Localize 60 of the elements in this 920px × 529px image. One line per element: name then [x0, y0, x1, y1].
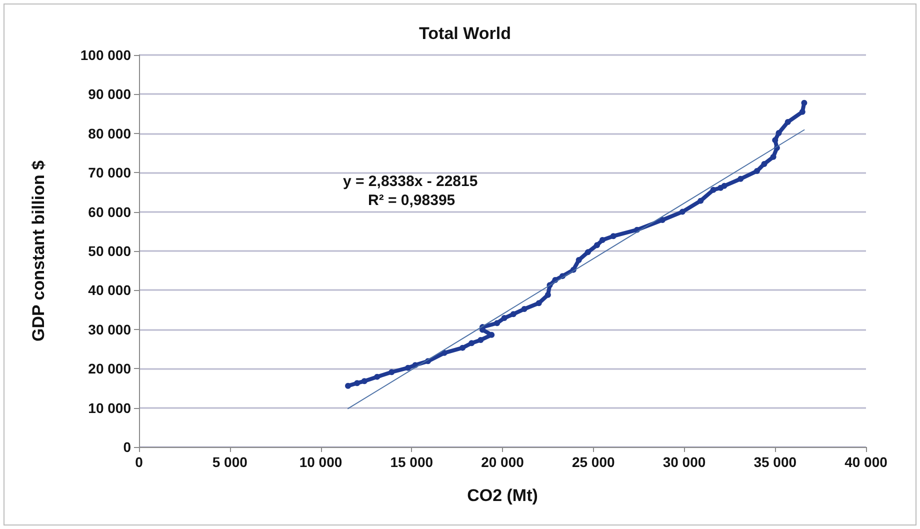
y-tick-label: 0 — [123, 439, 132, 455]
point — [501, 315, 508, 322]
point — [784, 119, 791, 126]
point — [770, 154, 776, 160]
x-tick-label: 25 000 — [572, 454, 615, 470]
point — [610, 233, 616, 240]
point — [754, 168, 760, 174]
x-tick-label: 0 — [135, 454, 144, 470]
y-tick-label: 30 000 — [88, 321, 132, 338]
annotation: y = 2,8338x - 22815 — [343, 173, 478, 190]
point — [374, 374, 380, 380]
x-tick-label: 40 000 — [844, 454, 888, 470]
point — [460, 344, 466, 351]
x-tick-label: 30 000 — [662, 454, 706, 470]
point — [536, 300, 542, 306]
y-tick-label: 100 000 — [80, 47, 132, 63]
point — [761, 160, 768, 167]
y-tick-label: 70 000 — [88, 164, 132, 181]
point — [738, 176, 744, 182]
x-tick-label: 15 000 — [390, 454, 434, 470]
point — [698, 198, 704, 204]
annotation: R² = 0,98395 — [368, 192, 456, 209]
point — [404, 364, 411, 371]
point — [710, 186, 716, 193]
y-tick-label: 90 000 — [88, 86, 132, 102]
y-tick-label: 10 000 — [88, 400, 132, 416]
point — [599, 237, 606, 244]
x-tick-label: 5 000 — [212, 454, 248, 470]
y-tick-label: 40 000 — [88, 282, 132, 298]
x-tick-label: 20 000 — [481, 454, 524, 470]
point — [772, 137, 778, 144]
point — [361, 378, 368, 384]
point — [521, 306, 528, 312]
point — [478, 336, 484, 343]
y-tick-label: 60 000 — [88, 204, 132, 220]
point — [721, 182, 728, 189]
point — [544, 292, 551, 298]
x-tick-label: 35 000 — [754, 454, 797, 470]
point — [441, 350, 448, 356]
point — [345, 382, 352, 389]
point — [584, 249, 591, 256]
point — [594, 242, 600, 248]
point — [679, 208, 686, 215]
point — [799, 108, 806, 115]
point — [659, 217, 666, 224]
x-tick-label: 10 000 — [299, 454, 342, 470]
x-axis-title: CO2 (Mt) — [467, 486, 538, 505]
point — [510, 311, 516, 318]
point — [388, 369, 395, 376]
y-tick-label: 80 000 — [88, 125, 132, 142]
chart-title: Total World — [419, 24, 511, 43]
y-tick-label: 50 000 — [88, 243, 132, 259]
y-tick-label: 20 000 — [88, 360, 132, 377]
point — [576, 257, 582, 264]
point — [354, 380, 360, 386]
point — [468, 340, 475, 346]
point — [776, 130, 782, 136]
point — [801, 100, 808, 106]
y-axis-title: GDP constant billion $ — [29, 160, 48, 342]
point — [494, 320, 500, 326]
